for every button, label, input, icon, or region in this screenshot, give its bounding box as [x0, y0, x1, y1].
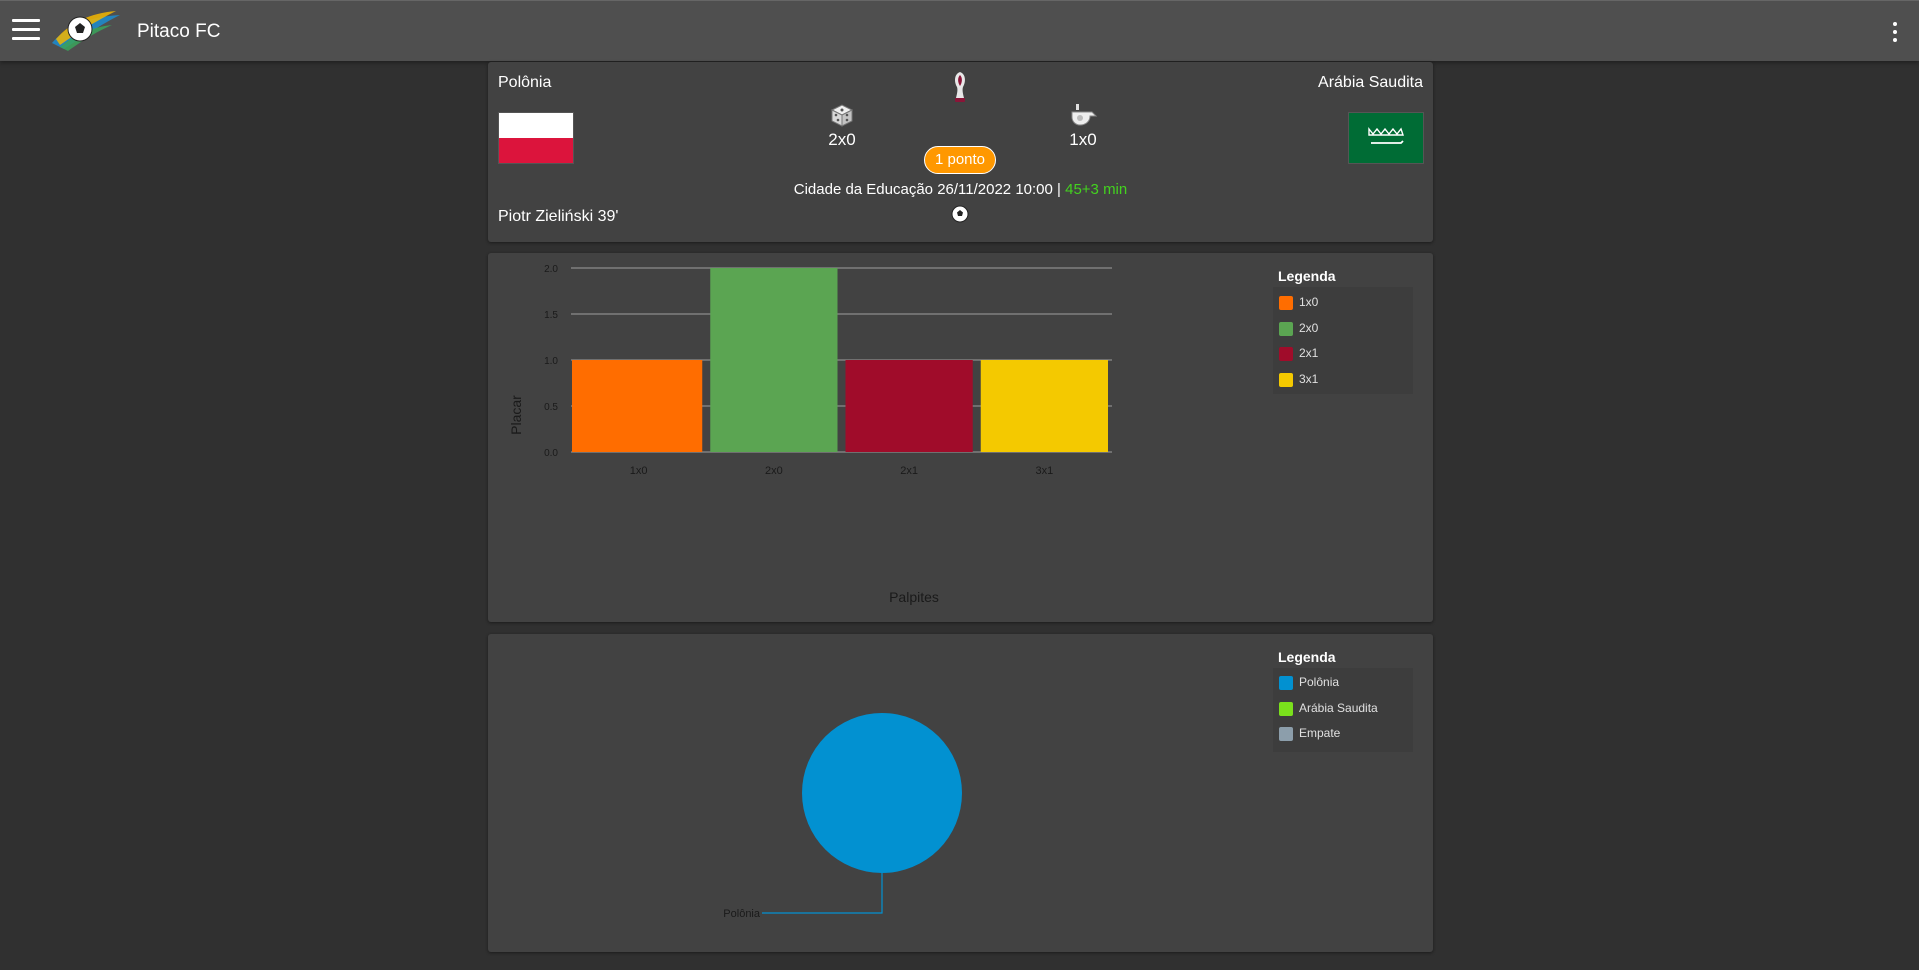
more-options-icon[interactable]	[1888, 19, 1902, 45]
legend-swatch	[1279, 347, 1293, 361]
legend-swatch	[1279, 296, 1293, 310]
y-axis-label: Placar	[508, 395, 524, 435]
match-time: 45+3 min	[1065, 181, 1128, 198]
legend-swatch	[1279, 727, 1293, 741]
points-badge: 1 ponto	[924, 146, 996, 174]
soccer-ball-icon	[951, 205, 969, 223]
legend-label: 1x0	[1299, 295, 1319, 309]
app-bar: Pitaco FC	[0, 0, 1919, 61]
y-tick-label: 0.5	[544, 402, 558, 413]
legend-label: 2x0	[1299, 321, 1319, 335]
x-tick-label: 2x0	[765, 465, 783, 477]
app-title: Pitaco FC	[137, 21, 221, 42]
bar-1x0[interactable]	[572, 360, 703, 452]
y-tick-label: 1.5	[544, 310, 558, 321]
bar-2x1[interactable]	[845, 360, 973, 452]
poland-flag	[498, 112, 574, 164]
bar-legend-title: Legenda	[1278, 268, 1336, 284]
bar-2x0[interactable]	[710, 268, 838, 452]
goal-scorer: Piotr Zieliński 39'	[498, 208, 619, 225]
match-info: Cidade da Educação 26/11/2022 10:00 | 45…	[488, 181, 1433, 198]
legend-label: Polônia	[1299, 675, 1340, 689]
legend-swatch	[1279, 676, 1293, 690]
guesses-bar-chart: 0.0 0.5 1.0 1.5 2.0 1x0 2x0 2x1 3x1 Palpites Pl…	[508, 264, 1112, 605]
app-logo	[52, 11, 120, 51]
pie-legend: Polônia Arábia Saudita Empate	[1273, 668, 1413, 752]
legend-swatch	[1279, 322, 1293, 336]
legend-label: 3x1	[1299, 372, 1319, 386]
y-tick-label: 1.0	[544, 356, 558, 367]
menu-icon[interactable]	[12, 19, 40, 43]
x-tick-label: 1x0	[630, 465, 648, 477]
winner-pie-chart: Polônia	[723, 713, 962, 920]
world-cup-trophy-icon	[955, 72, 965, 102]
real-score: 1x0	[1069, 130, 1097, 149]
legend-swatch	[1279, 702, 1293, 716]
y-tick-label: 0.0	[544, 448, 558, 459]
x-axis-label: Palpites	[889, 589, 939, 605]
venue-datetime: Cidade da Educação 26/11/2022 10:00	[793, 181, 1053, 198]
info-separator: |	[1057, 181, 1061, 198]
bar-legend: 1x0 2x0 2x1 3x1	[1273, 287, 1413, 394]
x-tick-label: 3x1	[1036, 465, 1054, 477]
home-team-name: Polônia	[498, 74, 552, 91]
y-tick-label: 2.0	[544, 264, 558, 275]
pie-label-leader-line	[762, 873, 883, 914]
bar-3x1[interactable]	[980, 360, 1108, 452]
legend-label: Empate	[1299, 726, 1341, 740]
pie-slice-label: Polônia	[723, 908, 761, 920]
pie-legend-title: Legenda	[1278, 649, 1336, 665]
pie-slice-Polônia[interactable]	[802, 713, 962, 873]
legend-label: 2x1	[1299, 346, 1319, 360]
winner-pie-chart-card: Polônia Legenda Polônia Arábia Saudita E…	[488, 634, 1433, 952]
legend-swatch	[1279, 373, 1293, 387]
match-card[interactable]: Polônia Arábia Saudita 2x0 1x0 1 ponto C…	[488, 62, 1433, 242]
legend-label: Arábia Saudita	[1299, 701, 1378, 715]
away-team-name: Arábia Saudita	[1318, 74, 1423, 91]
guesses-bar-chart-card: 0.0 0.5 1.0 1.5 2.0 1x0 2x0 2x1 3x1 Palpites Pl…	[488, 253, 1433, 622]
whistle-icon	[1071, 104, 1098, 126]
guess-score: 2x0	[828, 130, 856, 149]
dice-icon	[830, 104, 854, 127]
saudi-arabia-flag	[1348, 112, 1424, 164]
x-tick-label: 2x1	[900, 465, 918, 477]
